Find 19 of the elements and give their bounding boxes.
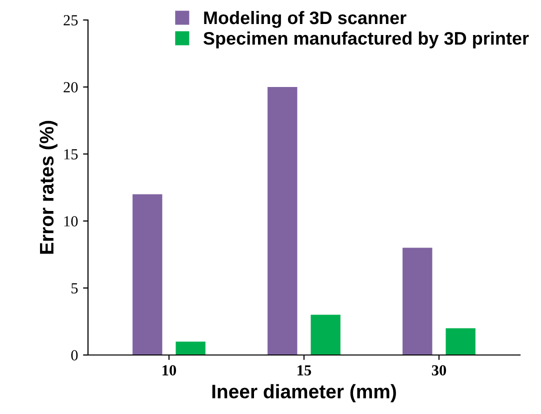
legend-label: Modeling of 3D scanner xyxy=(204,10,406,28)
bar xyxy=(446,328,476,355)
legend-label: Specimen manufactured by 3D printer xyxy=(203,31,529,48)
bar xyxy=(132,194,162,355)
y-tick-label: 10 xyxy=(64,216,78,226)
y-tick-label: 25 xyxy=(64,15,78,26)
x-tick-label: 15 xyxy=(298,365,312,376)
y-tick-label: 20 xyxy=(64,82,78,92)
x-tick-label: 30 xyxy=(432,365,446,376)
bar xyxy=(268,87,298,355)
bar xyxy=(310,314,340,355)
y-tick-label: 15 xyxy=(64,149,78,160)
x-tick-label: 10 xyxy=(162,365,176,376)
bar xyxy=(176,342,206,355)
bar xyxy=(402,248,432,355)
x-axis-title: Ineer diameter (mm) xyxy=(212,384,396,402)
y-axis-title: Error rates (%) xyxy=(39,120,58,254)
y-tick-label: 0 xyxy=(71,350,78,360)
y-tick-label: 5 xyxy=(72,283,78,294)
